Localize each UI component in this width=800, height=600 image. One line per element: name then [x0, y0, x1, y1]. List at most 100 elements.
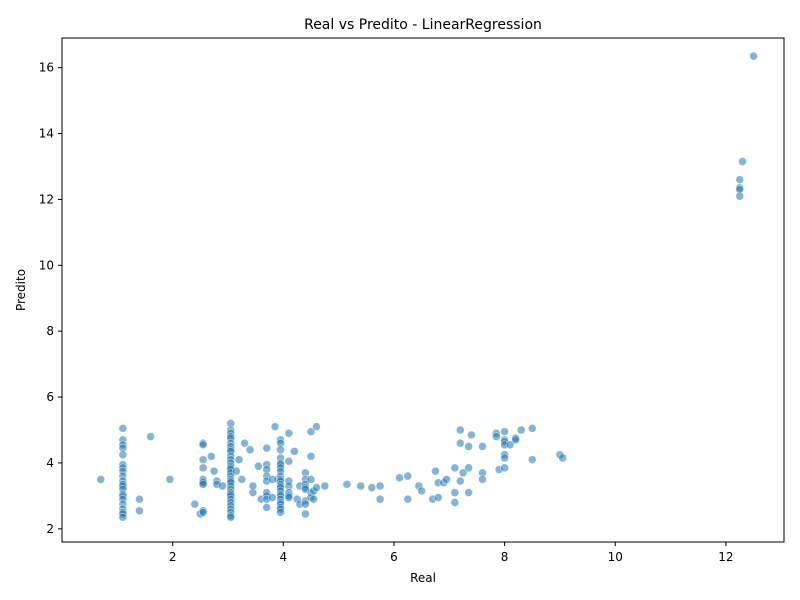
data-point	[290, 447, 299, 456]
data-point	[118, 424, 128, 433]
x-tick-label: 6	[390, 550, 398, 564]
data-point	[527, 455, 537, 464]
data-point	[207, 452, 216, 461]
data-point	[478, 442, 487, 451]
data-point	[306, 452, 316, 461]
data-point	[433, 493, 443, 502]
data-point	[395, 473, 404, 483]
x-tick-label: 2	[169, 550, 177, 564]
data-point	[505, 440, 515, 450]
data-point	[262, 503, 272, 512]
data-point	[284, 456, 294, 466]
data-point	[306, 475, 316, 484]
data-point	[478, 475, 487, 484]
data-point	[245, 445, 255, 455]
data-point	[749, 51, 758, 61]
data-point	[431, 466, 440, 476]
data-point	[237, 475, 247, 484]
data-point	[456, 476, 465, 486]
data-point	[306, 427, 316, 436]
data-point	[165, 475, 175, 484]
x-axis-label: Real	[410, 571, 436, 585]
x-tick-label: 4	[279, 550, 287, 564]
data-point	[209, 466, 219, 476]
data-point	[118, 450, 128, 460]
y-tick-label: 4	[46, 456, 54, 470]
data-point	[284, 428, 294, 438]
y-tick-label: 14	[39, 127, 54, 141]
data-point	[442, 475, 451, 484]
data-point	[301, 499, 310, 509]
x-axis: 2 4 6 8 10 12	[169, 542, 734, 564]
data-point	[511, 435, 520, 445]
data-point	[450, 463, 460, 473]
x-tick-label: 10	[608, 550, 623, 564]
data-point	[96, 475, 106, 484]
data-point	[500, 427, 509, 436]
data-point	[403, 471, 413, 481]
data-point	[527, 424, 537, 433]
data-point	[450, 488, 460, 497]
y-tick-label: 2	[46, 522, 54, 536]
y-tick-label: 12	[39, 192, 54, 206]
data-point	[118, 512, 128, 522]
data-point	[464, 488, 473, 497]
data-point	[492, 432, 501, 441]
data-point	[226, 512, 236, 522]
plot-frame	[61, 37, 785, 543]
data-point	[234, 455, 244, 464]
data-point	[320, 481, 330, 491]
data-point	[270, 422, 280, 432]
data-point	[356, 481, 366, 491]
data-point	[735, 191, 745, 201]
data-point	[135, 494, 144, 504]
data-point	[276, 508, 285, 517]
data-point	[367, 483, 377, 492]
data-point	[458, 468, 468, 478]
data-point	[198, 455, 208, 464]
y-tick-label: 8	[46, 324, 54, 338]
data-point	[190, 499, 200, 509]
x-tick-label: 8	[501, 550, 509, 564]
data-point	[284, 493, 294, 502]
points-layer	[96, 51, 758, 522]
y-axis: 2 4 6 8 10 12 14 16	[39, 61, 62, 536]
data-point	[240, 438, 249, 448]
data-point	[198, 463, 208, 473]
data-point	[417, 486, 426, 496]
data-point	[231, 466, 241, 476]
data-point	[467, 430, 476, 440]
data-point	[198, 508, 208, 517]
data-point	[735, 175, 745, 184]
data-point	[558, 453, 568, 463]
data-point	[262, 443, 272, 453]
x-tick-label: 12	[718, 550, 733, 564]
data-point	[456, 438, 465, 448]
data-point	[248, 481, 258, 491]
y-tick-label: 10	[39, 258, 54, 272]
data-point	[464, 442, 473, 451]
y-axis-label: Predito	[14, 269, 28, 311]
data-point	[267, 493, 277, 502]
data-point	[276, 445, 285, 455]
data-point	[198, 480, 208, 489]
data-point	[464, 463, 473, 473]
data-point	[135, 506, 144, 516]
data-point	[312, 483, 321, 492]
chart-title: Real vs Predito - LinearRegression	[304, 17, 542, 33]
data-point	[375, 494, 385, 504]
data-point	[500, 463, 509, 473]
data-point	[218, 481, 227, 491]
data-point	[312, 422, 321, 432]
data-point	[146, 432, 155, 441]
data-point	[450, 498, 460, 507]
data-point	[738, 157, 747, 166]
data-point	[301, 509, 310, 519]
data-point	[254, 461, 263, 471]
data-point	[375, 481, 385, 491]
y-tick-label: 16	[39, 61, 54, 75]
y-tick-label: 6	[46, 390, 54, 404]
data-point	[500, 453, 509, 463]
